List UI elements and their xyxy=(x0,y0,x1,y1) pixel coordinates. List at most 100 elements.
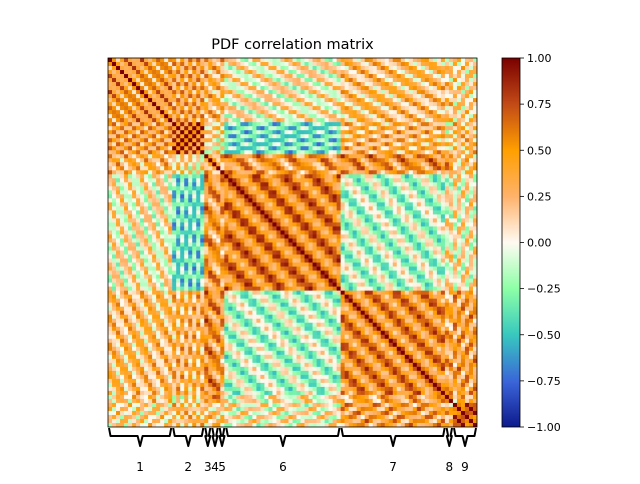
heatmap-cell xyxy=(468,270,474,275)
heatmap-cell xyxy=(280,194,285,199)
heatmap-cell xyxy=(264,82,269,87)
heatmap-cell xyxy=(156,206,161,211)
heatmap-cell xyxy=(312,218,317,223)
heatmap-cell xyxy=(392,206,398,211)
heatmap-cell xyxy=(344,90,349,95)
heatmap-cell xyxy=(464,130,470,135)
heatmap-cell xyxy=(216,178,221,183)
heatmap-cell xyxy=(220,78,225,83)
heatmap-cell xyxy=(220,174,225,179)
heatmap-cell xyxy=(412,106,418,111)
heatmap-cell xyxy=(276,110,281,115)
heatmap-cell xyxy=(128,258,133,263)
heatmap-cell xyxy=(400,86,406,91)
heatmap-cell xyxy=(448,190,454,195)
heatmap-cell xyxy=(220,202,225,207)
heatmap-cell xyxy=(276,246,281,251)
heatmap-cell xyxy=(408,206,414,211)
heatmap-cell xyxy=(424,190,430,195)
heatmap-cell xyxy=(216,134,221,139)
heatmap-cell xyxy=(120,74,125,79)
heatmap-cell xyxy=(400,114,406,119)
heatmap-cell xyxy=(372,102,378,107)
heatmap-cell xyxy=(232,142,237,147)
heatmap-cell xyxy=(380,130,386,135)
heatmap-cell xyxy=(420,66,426,71)
heatmap-cell xyxy=(268,202,273,207)
heatmap-cell xyxy=(312,90,317,95)
heatmap-cell xyxy=(328,62,333,67)
heatmap-cell xyxy=(452,218,458,223)
heatmap-cell xyxy=(316,194,321,199)
heatmap-cell xyxy=(384,110,390,115)
heatmap-cell xyxy=(232,154,237,159)
heatmap-cell xyxy=(148,250,153,255)
heatmap-cell xyxy=(284,194,289,199)
heatmap-cell xyxy=(308,70,313,75)
heatmap-cell xyxy=(460,254,466,259)
heatmap-cell xyxy=(296,262,301,267)
heatmap-cell xyxy=(220,138,225,143)
heatmap-cell xyxy=(108,198,113,203)
heatmap-cell xyxy=(196,122,201,127)
heatmap-cell xyxy=(256,74,261,79)
heatmap-cell xyxy=(368,174,374,179)
heatmap-cell xyxy=(232,242,237,247)
heatmap-cell xyxy=(284,218,289,223)
heatmap-cell xyxy=(468,258,474,263)
heatmap-cell xyxy=(308,146,313,151)
heatmap-cell xyxy=(248,170,253,175)
heatmap-cell xyxy=(228,66,233,71)
heatmap-cell xyxy=(376,122,382,127)
heatmap-cell xyxy=(404,74,410,79)
heatmap-cell xyxy=(180,98,185,103)
heatmap-cell xyxy=(200,226,205,231)
heatmap-cell xyxy=(424,214,430,219)
heatmap-cell xyxy=(332,174,337,179)
heatmap-cell xyxy=(152,58,157,63)
heatmap-cell xyxy=(148,78,153,83)
heatmap-cell xyxy=(252,70,257,75)
heatmap-cell xyxy=(328,94,333,99)
heatmap-cell xyxy=(236,186,241,191)
heatmap-cell xyxy=(464,90,470,95)
heatmap-cell xyxy=(348,66,353,71)
heatmap-cell xyxy=(472,230,477,235)
heatmap-cell xyxy=(304,222,309,227)
heatmap-cell xyxy=(388,74,394,79)
heatmap-cell xyxy=(260,62,265,67)
heatmap-cell xyxy=(284,226,289,231)
heatmap-cell xyxy=(152,166,157,171)
heatmap-cell xyxy=(112,70,117,75)
heatmap-cell xyxy=(352,154,357,159)
heatmap-cell xyxy=(460,270,466,275)
heatmap-cell xyxy=(212,202,217,207)
heatmap-cell xyxy=(452,70,458,75)
heatmap-cell xyxy=(392,150,398,155)
heatmap-cell xyxy=(464,242,470,247)
heatmap-cell xyxy=(140,246,145,251)
heatmap-cell xyxy=(412,254,418,259)
heatmap-cell xyxy=(412,102,418,107)
heatmap-cell xyxy=(168,162,173,167)
heatmap-cell xyxy=(268,58,273,63)
heatmap-cell xyxy=(372,142,378,147)
heatmap-cell xyxy=(332,94,337,99)
heatmap-cell xyxy=(412,142,418,147)
heatmap-cell xyxy=(244,214,249,219)
heatmap-cell xyxy=(468,250,474,255)
heatmap-cell xyxy=(424,210,430,215)
heatmap-cell xyxy=(108,182,113,187)
heatmap-cell xyxy=(412,90,418,95)
heatmap-cell xyxy=(448,134,454,139)
heatmap-cell xyxy=(184,150,189,155)
heatmap-cell xyxy=(200,174,205,179)
heatmap-cell xyxy=(468,70,474,75)
heatmap-cell xyxy=(344,266,349,271)
heatmap-cell xyxy=(432,130,438,135)
heatmap-cell xyxy=(132,210,137,215)
heatmap-cell xyxy=(280,102,285,107)
heatmap-cell xyxy=(232,114,237,119)
heatmap-cell xyxy=(228,122,233,127)
heatmap-cell xyxy=(228,78,233,83)
